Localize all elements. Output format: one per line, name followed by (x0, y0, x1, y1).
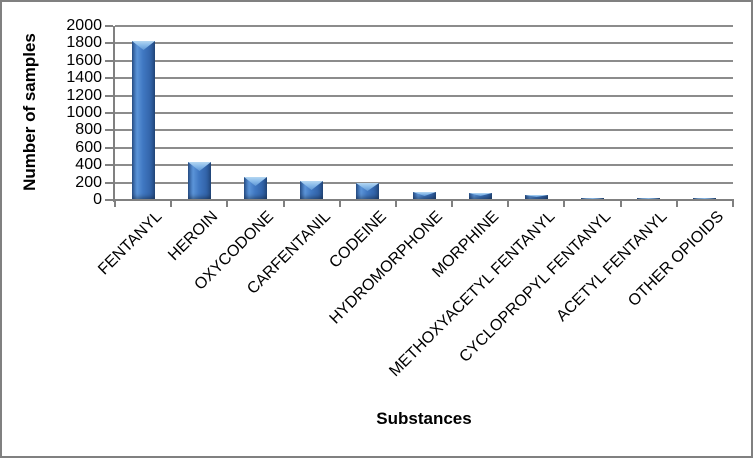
gridline-1800 (115, 42, 733, 44)
y-tick-label: 1200 (66, 87, 102, 104)
y-tick-label: 400 (75, 156, 102, 173)
x-tick-mark (226, 199, 228, 207)
y-axis-title: Number of samples (20, 33, 39, 191)
y-tick-mark (105, 164, 113, 166)
x-tick-mark (395, 199, 397, 207)
y-tick-label: 1600 (66, 52, 102, 69)
y-tick-mark (105, 95, 113, 97)
bar-bevel-highlight (300, 181, 323, 190)
y-tick-label: 600 (75, 139, 102, 156)
bar-bevel-highlight (637, 198, 660, 199)
y-tick-label: 0 (93, 191, 102, 208)
x-tick-mark (563, 199, 565, 207)
bar-bevel-highlight (132, 41, 155, 50)
x-tick-label-heroin: HEROIN (165, 208, 222, 265)
bar-bevel-highlight (413, 192, 436, 196)
y-tick-label: 1400 (66, 69, 102, 86)
gridline-200 (115, 182, 733, 184)
bar-bevel-highlight (469, 193, 492, 196)
y-tick-mark (105, 77, 113, 79)
x-axis-line (105, 199, 733, 201)
gridline-800 (115, 129, 733, 131)
bar-bevel-highlight (581, 198, 604, 199)
x-tick-mark (170, 199, 172, 207)
bar-codeine (356, 183, 379, 200)
gridline-400 (115, 164, 733, 166)
x-tick-label-other-opioids: OTHER OPIOIDS (625, 208, 727, 310)
x-tick-mark (620, 199, 622, 207)
x-tick-label-fentanyl: FENTANYL (94, 208, 166, 279)
x-axis-title: Substances (376, 409, 472, 428)
bar-hydromorphone (413, 192, 436, 200)
x-tick-mark (339, 199, 341, 207)
y-tick-label: 1000 (66, 104, 102, 121)
gridline-1200 (115, 95, 733, 97)
gridline-1400 (115, 77, 733, 79)
y-tick-label: 200 (75, 174, 102, 191)
x-tick-label-acetyl-fentanyl: ACETYL FENTANYL (553, 208, 671, 326)
gridline-1000 (115, 112, 733, 114)
y-axis-line (113, 26, 115, 202)
gridline-1600 (115, 60, 733, 62)
bar-methoxyacetyl-fentanyl (525, 195, 548, 200)
x-tick-mark (507, 199, 509, 207)
x-tick-mark (114, 199, 116, 207)
gridline-2000 (115, 25, 733, 27)
y-tick-mark (105, 42, 113, 44)
bar-bevel-highlight (188, 162, 211, 171)
y-tick-mark (105, 60, 113, 62)
y-tick-mark (105, 182, 113, 184)
bar-bevel-highlight (525, 195, 548, 197)
bar-oxycodone (244, 177, 267, 200)
y-tick-label: 1800 (66, 34, 102, 51)
gridline-600 (115, 147, 733, 149)
bar-heroin (188, 162, 211, 200)
bar-bevel-highlight (244, 177, 267, 186)
y-tick-mark (105, 129, 113, 131)
y-tick-label: 2000 (66, 17, 102, 34)
bar-fentanyl (132, 41, 155, 200)
bar-bevel-highlight (693, 198, 716, 199)
y-tick-label: 800 (75, 121, 102, 138)
x-tick-mark (732, 199, 734, 207)
bar-morphine (469, 193, 492, 200)
bar-carfentanil (300, 181, 323, 200)
bar-bevel-highlight (356, 183, 379, 191)
x-tick-mark (676, 199, 678, 207)
y-tick-mark (105, 25, 113, 27)
x-tick-mark (451, 199, 453, 207)
x-tick-mark (283, 199, 285, 207)
y-tick-mark (105, 147, 113, 149)
y-tick-mark (105, 112, 113, 114)
